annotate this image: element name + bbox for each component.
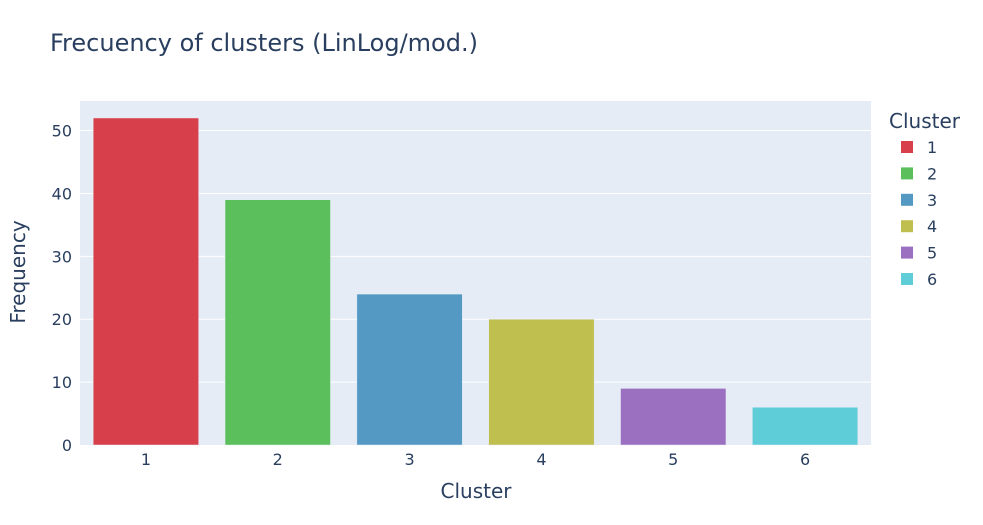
y-axis-ticks: 0 10 20 30 40 50 xyxy=(52,122,72,455)
legend-label: 6 xyxy=(927,270,937,289)
legend-swatch xyxy=(901,141,913,153)
y-tick-label: 30 xyxy=(52,247,72,266)
legend-item-2[interactable]: 2 xyxy=(901,164,937,183)
x-tick-label: 5 xyxy=(668,450,678,469)
legend-label: 1 xyxy=(927,138,937,157)
legend-swatch xyxy=(901,246,913,259)
legend-label: 2 xyxy=(927,164,937,183)
chart-title: Frecuency of clusters (LinLog/mod.) xyxy=(50,29,478,57)
legend[interactable]: Cluster 1 2 3 4 5 6 xyxy=(889,109,961,289)
legend-item-3[interactable]: 3 xyxy=(901,191,937,210)
legend-item-5[interactable]: 5 xyxy=(901,244,937,263)
x-axis-title: Cluster xyxy=(441,479,513,503)
y-tick-label: 20 xyxy=(52,310,72,329)
legend-item-1[interactable]: 1 xyxy=(901,138,937,157)
legend-swatch xyxy=(901,220,913,233)
bar-cluster-1[interactable] xyxy=(92,117,199,446)
legend-swatch xyxy=(901,273,913,285)
bar-cluster-4[interactable] xyxy=(488,318,595,446)
x-tick-label: 1 xyxy=(141,450,151,469)
plot-area xyxy=(80,101,871,445)
legend-label: 3 xyxy=(927,191,937,210)
legend-swatch xyxy=(901,167,913,180)
legend-title: Cluster xyxy=(889,109,961,133)
gridlines xyxy=(80,130,871,383)
x-tick-label: 3 xyxy=(404,450,414,469)
legend-swatch xyxy=(901,193,913,206)
bar-cluster-5[interactable] xyxy=(620,388,727,446)
bar-cluster-3[interactable] xyxy=(356,293,463,446)
legend-label: 4 xyxy=(927,217,937,236)
legend-item-4[interactable]: 4 xyxy=(901,217,937,236)
y-tick-label: 10 xyxy=(52,373,72,392)
y-tick-label: 40 xyxy=(52,184,72,203)
bar-cluster-6[interactable] xyxy=(752,407,859,446)
y-axis-title: Frequency xyxy=(6,220,30,323)
x-tick-label: 4 xyxy=(536,450,546,469)
bars xyxy=(92,117,859,446)
legend-items[interactable]: 1 2 3 4 5 6 xyxy=(901,138,937,289)
x-tick-label: 6 xyxy=(800,450,810,469)
bar-cluster-2[interactable] xyxy=(224,199,331,446)
legend-item-6[interactable]: 6 xyxy=(901,270,937,289)
y-tick-label: 50 xyxy=(52,122,72,141)
x-tick-label: 2 xyxy=(273,450,283,469)
legend-label: 5 xyxy=(927,244,937,263)
x-axis-ticks: 1 2 3 4 5 6 xyxy=(141,450,810,469)
y-tick-label: 0 xyxy=(62,436,72,455)
